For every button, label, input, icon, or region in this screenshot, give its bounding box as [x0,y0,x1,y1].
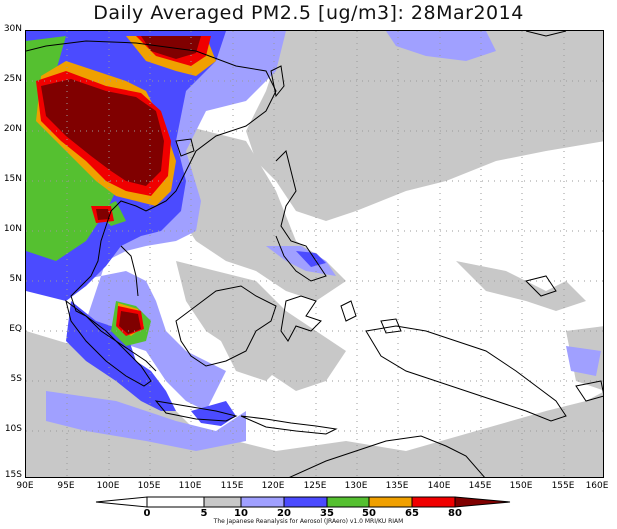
lat-label: 5S [10,374,22,384]
lat-label: 10N [3,224,22,234]
lon-label: 95E [57,481,75,491]
lat-label: 20N [3,124,22,134]
legend-swatch [146,496,205,508]
legend-swatch [368,496,413,508]
map-grid [26,31,603,477]
lon-label: 140E [427,481,451,491]
legend-label: 35 [320,508,334,519]
lon-label: 130E [344,481,368,491]
credit-line: The Japanese Reanalysis for Aerosol (JRA… [213,518,404,525]
lon-label: 135E [385,481,409,491]
lat-label: 25N [3,74,22,84]
lon-label: 90E [16,481,34,491]
map-panel [25,30,604,478]
lat-label: EQ [9,324,22,334]
lon-label: 155E [551,481,575,491]
coastlines [26,31,603,477]
lat-label: 5N [9,274,22,284]
lon-label: 105E [137,481,161,491]
legend-label: 10 [234,508,248,519]
legend-label: 80 [448,508,462,519]
lat-label: 15S [4,470,22,480]
lon-label: 125E [303,481,327,491]
legend-label: 0 [143,508,151,519]
legend-swatch [326,496,370,508]
lat-label: 10S [4,424,22,434]
legend-swatch [203,496,242,508]
lat-label: 30N [3,24,22,34]
legend-swatch-low [95,496,148,508]
lon-label: 160E [585,481,609,491]
pm25-map [26,31,603,477]
lon-label: 145E [468,481,492,491]
legend-swatch [411,496,456,508]
legend-label: 20 [277,508,291,519]
map-title: Daily Averaged PM2.5 [ug/m3]: 28Mar2014 [93,2,524,24]
lon-label: 150E [509,481,533,491]
legend-swatch [283,496,328,508]
legend-label: 5 [200,508,208,519]
lon-label: 110E [178,481,202,491]
legend-label: 65 [405,508,419,519]
legend-label: 50 [362,508,376,519]
legend-swatch-high [454,496,511,508]
lon-label: 115E [220,481,244,491]
legend-swatch [240,496,285,508]
lat-label: 15N [3,174,22,184]
lon-label: 100E [96,481,120,491]
lon-label: 120E [261,481,285,491]
